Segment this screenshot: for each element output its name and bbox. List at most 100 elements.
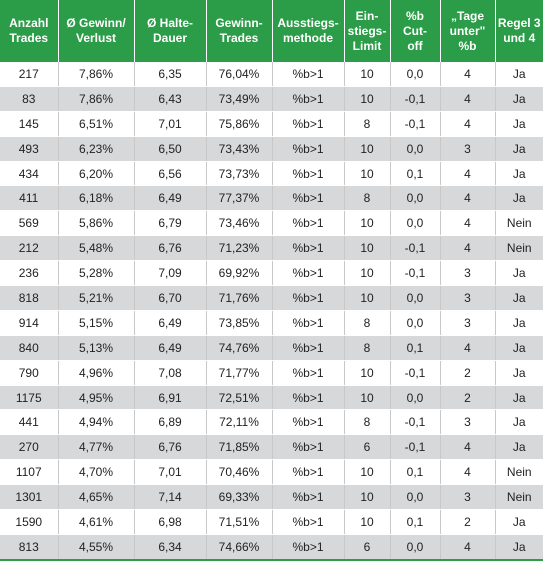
cell-avg-haltedauer: 6,56: [134, 161, 207, 187]
cell-gewinn-trades: 69,33%: [206, 484, 273, 511]
cell-avg-gewinn-verlust: 6,20%: [58, 161, 135, 187]
cell-anzahl-trades: 212: [0, 235, 59, 262]
cell-gewinn-trades: 69,92%: [206, 260, 273, 287]
table-row: 1107 4,70% 7,01 70,46% %b>1 10 0,1 4 Nein: [0, 459, 543, 486]
cell-regel-3-und-4: Ja: [495, 409, 543, 436]
table-row: 83 7,86% 6,43 73,49% %b>1 10 -0,1 4 Ja: [0, 86, 543, 112]
cell-avg-haltedauer: 6,43: [134, 86, 207, 112]
cell-b-cutoff: 0,1: [390, 161, 441, 187]
cell-tage-unter-b: 4: [440, 210, 496, 237]
cell-anzahl-trades: 569: [0, 210, 59, 237]
cell-gewinn-trades: 74,66%: [206, 534, 273, 561]
cell-anzahl-trades: 1175: [0, 385, 59, 411]
cell-tage-unter-b: 2: [440, 360, 496, 386]
cell-einstiegslimit: 8: [344, 335, 391, 361]
cell-ausstiegsmethode: %b>1: [272, 509, 345, 535]
cell-b-cutoff: 0,0: [390, 310, 441, 336]
cell-avg-gewinn-verlust: 5,28%: [58, 260, 135, 287]
header-avg-haltedauer: Ø Halte- Dauer: [134, 0, 207, 62]
cell-einstiegslimit: 6: [344, 434, 391, 461]
cell-tage-unter-b: 4: [440, 335, 496, 361]
cell-b-cutoff: -0,1: [390, 434, 441, 461]
table-row: 270 4,77% 6,76 71,85% %b>1 6 -0,1 4 Ja: [0, 434, 543, 461]
cell-b-cutoff: 0,0: [390, 136, 441, 162]
cell-regel-3-und-4: Ja: [495, 534, 543, 561]
cell-tage-unter-b: 3: [440, 136, 496, 162]
cell-regel-3-und-4: Nein: [495, 459, 543, 486]
cell-avg-gewinn-verlust: 5,21%: [58, 285, 135, 311]
cell-anzahl-trades: 1107: [0, 459, 59, 486]
header-einstiegslimit: Ein- stiegs- Limit: [344, 0, 391, 62]
cell-einstiegslimit: 10: [344, 360, 391, 386]
cell-anzahl-trades: 914: [0, 310, 59, 336]
header-b-cutoff: %b Cut- off: [390, 0, 441, 62]
cell-gewinn-trades: 76,04%: [206, 62, 273, 87]
header-regel-3-und-4: Regel 3 und 4: [495, 0, 543, 62]
cell-gewinn-trades: 75,86%: [206, 111, 273, 137]
cell-b-cutoff: 0,0: [390, 534, 441, 561]
cell-gewinn-trades: 71,85%: [206, 434, 273, 461]
cell-anzahl-trades: 790: [0, 360, 59, 386]
cell-einstiegslimit: 8: [344, 111, 391, 137]
cell-ausstiegsmethode: %b>1: [272, 310, 345, 336]
cell-tage-unter-b: 3: [440, 260, 496, 287]
cell-avg-haltedauer: 6,70: [134, 285, 207, 311]
cell-regel-3-und-4: Ja: [495, 434, 543, 461]
cell-avg-gewinn-verlust: 4,96%: [58, 360, 135, 386]
cell-regel-3-und-4: Ja: [495, 86, 543, 112]
cell-regel-3-und-4: Ja: [495, 310, 543, 336]
table-row: 411 6,18% 6,49 77,37% %b>1 8 0,0 4 Ja: [0, 185, 543, 212]
cell-regel-3-und-4: Ja: [495, 111, 543, 137]
cell-b-cutoff: -0,1: [390, 409, 441, 436]
cell-ausstiegsmethode: %b>1: [272, 210, 345, 237]
cell-tage-unter-b: 4: [440, 235, 496, 262]
cell-ausstiegsmethode: %b>1: [272, 260, 345, 287]
cell-tage-unter-b: 2: [440, 385, 496, 411]
cell-avg-gewinn-verlust: 4,61%: [58, 509, 135, 535]
cell-einstiegslimit: 10: [344, 86, 391, 112]
cell-b-cutoff: 0,0: [390, 484, 441, 511]
cell-b-cutoff: 0,0: [390, 185, 441, 212]
cell-ausstiegsmethode: %b>1: [272, 434, 345, 461]
cell-avg-haltedauer: 7,08: [134, 360, 207, 386]
cell-anzahl-trades: 818: [0, 285, 59, 311]
cell-regel-3-und-4: Ja: [495, 509, 543, 535]
cell-einstiegslimit: 10: [344, 62, 391, 87]
cell-avg-haltedauer: 6,49: [134, 310, 207, 336]
cell-b-cutoff: -0,1: [390, 235, 441, 262]
cell-b-cutoff: -0,1: [390, 360, 441, 386]
cell-einstiegslimit: 10: [344, 210, 391, 237]
cell-avg-gewinn-verlust: 4,65%: [58, 484, 135, 511]
cell-einstiegslimit: 10: [344, 285, 391, 311]
table-row: 441 4,94% 6,89 72,11% %b>1 8 -0,1 3 Ja: [0, 409, 543, 436]
cell-regel-3-und-4: Ja: [495, 360, 543, 386]
cell-b-cutoff: 0,0: [390, 385, 441, 411]
cell-b-cutoff: -0,1: [390, 86, 441, 112]
cell-regel-3-und-4: Ja: [495, 385, 543, 411]
cell-ausstiegsmethode: %b>1: [272, 136, 345, 162]
cell-einstiegslimit: 8: [344, 185, 391, 212]
cell-anzahl-trades: 83: [0, 86, 59, 112]
cell-avg-haltedauer: 7,01: [134, 459, 207, 486]
cell-avg-haltedauer: 6,76: [134, 434, 207, 461]
header-gewinn-trades: Gewinn- Trades: [206, 0, 273, 62]
cell-avg-haltedauer: 6,49: [134, 185, 207, 212]
cell-ausstiegsmethode: %b>1: [272, 111, 345, 137]
cell-b-cutoff: 0,0: [390, 285, 441, 311]
cell-anzahl-trades: 840: [0, 335, 59, 361]
table-row: 145 6,51% 7,01 75,86% %b>1 8 -0,1 4 Ja: [0, 111, 543, 137]
cell-avg-haltedauer: 6,34: [134, 534, 207, 561]
cell-avg-haltedauer: 6,91: [134, 385, 207, 411]
cell-gewinn-trades: 73,73%: [206, 161, 273, 187]
cell-ausstiegsmethode: %b>1: [272, 335, 345, 361]
cell-avg-gewinn-verlust: 4,94%: [58, 409, 135, 436]
cell-ausstiegsmethode: %b>1: [272, 62, 345, 87]
cell-avg-gewinn-verlust: 7,86%: [58, 86, 135, 112]
cell-regel-3-und-4: Ja: [495, 185, 543, 212]
cell-avg-gewinn-verlust: 6,23%: [58, 136, 135, 162]
cell-einstiegslimit: 10: [344, 459, 391, 486]
table-row: 1301 4,65% 7,14 69,33% %b>1 10 0,0 3 Nein: [0, 484, 543, 511]
cell-avg-gewinn-verlust: 4,95%: [58, 385, 135, 411]
cell-avg-haltedauer: 6,76: [134, 235, 207, 262]
cell-avg-gewinn-verlust: 5,48%: [58, 235, 135, 262]
